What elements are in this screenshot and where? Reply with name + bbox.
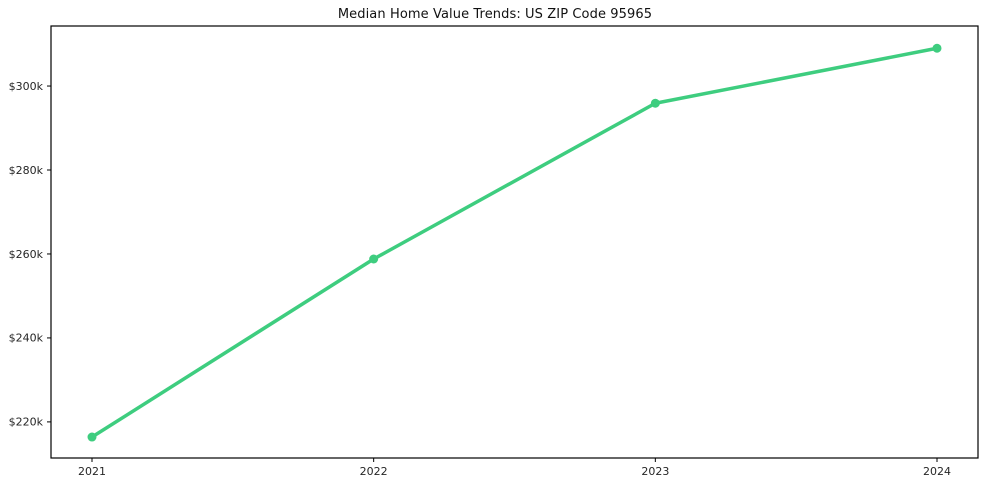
chart-title: Median Home Value Trends: US ZIP Code 95… [337, 7, 653, 22]
x-tick-label: 2022 [360, 465, 388, 478]
x-tick-label: 2024 [923, 465, 951, 478]
x-tick-label: 2021 [78, 465, 106, 478]
y-tick-label: $300k [9, 80, 44, 93]
series-line [90, 46, 939, 439]
y-tick-label: $220k [9, 416, 44, 429]
data-point [369, 254, 379, 264]
y-tick-label: $260k [9, 248, 44, 261]
data-point [87, 432, 97, 442]
y-tick-label: $240k [9, 332, 44, 345]
data-point [932, 43, 942, 53]
data-point [650, 98, 660, 108]
plot-frame [50, 25, 979, 459]
y-tick-label: $280k [9, 164, 44, 177]
x-tick-label: 2023 [641, 465, 669, 478]
